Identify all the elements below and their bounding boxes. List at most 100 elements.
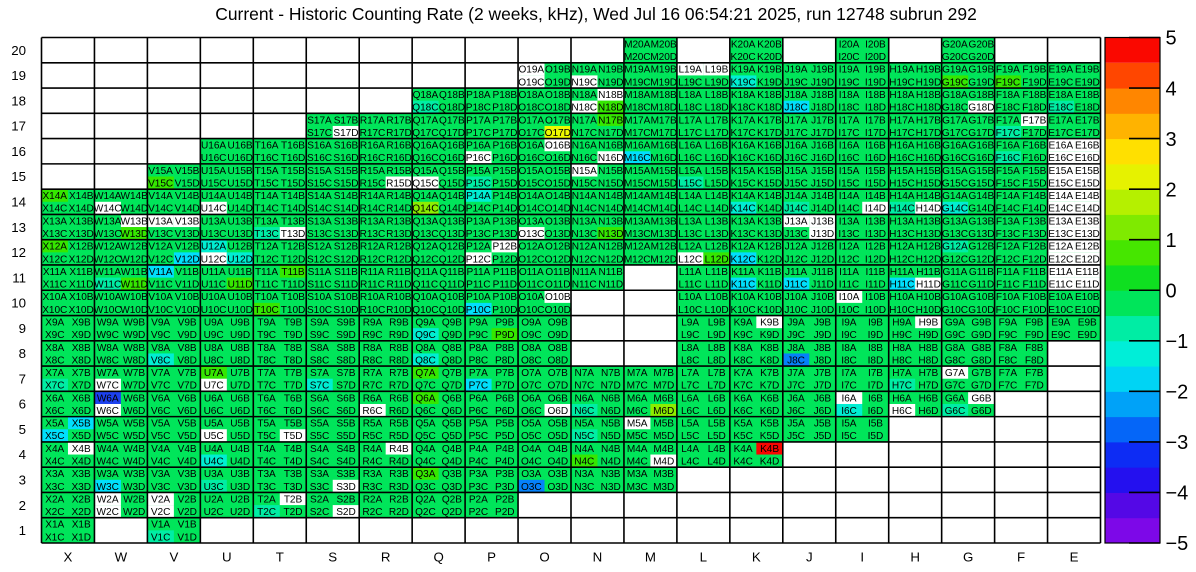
svg-text:J16A: J16A bbox=[785, 141, 808, 152]
svg-text:H9B: H9B bbox=[919, 317, 939, 328]
svg-text:W4B: W4B bbox=[123, 444, 145, 455]
svg-text:P10B: P10B bbox=[493, 292, 518, 303]
svg-text:U12A: U12A bbox=[201, 242, 226, 253]
svg-text:T7C: T7C bbox=[257, 381, 276, 392]
svg-text:M13B: M13B bbox=[651, 216, 677, 227]
svg-text:Q3D: Q3D bbox=[442, 482, 463, 493]
svg-text:J10C: J10C bbox=[784, 305, 807, 316]
svg-text:H13A: H13A bbox=[889, 216, 914, 227]
svg-text:G6D: G6D bbox=[971, 406, 992, 417]
svg-text:N16D: N16D bbox=[598, 153, 624, 164]
svg-text:I12D: I12D bbox=[865, 254, 886, 265]
svg-text:T6D: T6D bbox=[284, 406, 303, 417]
svg-text:V3C: V3C bbox=[151, 482, 171, 493]
svg-text:N3D: N3D bbox=[601, 482, 621, 493]
svg-text:L15A: L15A bbox=[678, 166, 702, 177]
svg-text:J16C: J16C bbox=[784, 153, 807, 164]
svg-text:Q15B: Q15B bbox=[439, 166, 465, 177]
svg-text:T5D: T5D bbox=[284, 431, 303, 442]
svg-text:O3D: O3D bbox=[547, 482, 568, 493]
svg-text:R12D: R12D bbox=[386, 254, 412, 265]
svg-text:N18A: N18A bbox=[572, 90, 597, 101]
svg-text:U16C: U16C bbox=[201, 153, 227, 164]
svg-text:S6D: S6D bbox=[336, 406, 356, 417]
svg-text:H14D: H14D bbox=[916, 204, 942, 215]
svg-text:F17B: F17B bbox=[1022, 115, 1046, 126]
svg-text:I18C: I18C bbox=[838, 103, 859, 114]
svg-text:S8D: S8D bbox=[336, 355, 356, 366]
svg-text:V9D: V9D bbox=[177, 330, 197, 341]
svg-text:F8A: F8A bbox=[999, 343, 1018, 354]
svg-text:U11D: U11D bbox=[228, 280, 253, 291]
svg-text:L12B: L12B bbox=[705, 242, 729, 253]
svg-text:W11C: W11C bbox=[94, 280, 121, 291]
svg-text:O11D: O11D bbox=[545, 280, 570, 291]
svg-text:Q8C: Q8C bbox=[415, 355, 436, 366]
svg-text:J13B: J13B bbox=[811, 216, 834, 227]
svg-text:U6B: U6B bbox=[230, 393, 250, 404]
svg-text:E19A: E19A bbox=[1049, 65, 1074, 76]
svg-text:F14B: F14B bbox=[1022, 191, 1046, 202]
svg-text:H15A: H15A bbox=[889, 166, 914, 177]
svg-text:Q7B: Q7B bbox=[442, 368, 462, 379]
svg-text:N19B: N19B bbox=[598, 65, 623, 76]
svg-text:T10A: T10A bbox=[255, 292, 279, 303]
svg-text:H: H bbox=[910, 550, 920, 565]
svg-text:W4D: W4D bbox=[123, 456, 145, 467]
svg-text:T6B: T6B bbox=[284, 393, 303, 404]
svg-text:W13C: W13C bbox=[94, 229, 122, 240]
svg-text:I6C: I6C bbox=[841, 406, 857, 417]
svg-text:S10B: S10B bbox=[334, 292, 359, 303]
svg-text:O8C: O8C bbox=[521, 355, 542, 366]
svg-text:S15C: S15C bbox=[307, 178, 332, 189]
svg-text:U13C: U13C bbox=[201, 229, 227, 240]
svg-text:U2C: U2C bbox=[204, 507, 224, 518]
svg-text:N17C: N17C bbox=[571, 128, 597, 139]
svg-text:L8D: L8D bbox=[707, 355, 725, 366]
svg-text:N15D: N15D bbox=[598, 178, 624, 189]
svg-text:E9B: E9B bbox=[1078, 317, 1097, 328]
svg-text:L10B: L10B bbox=[705, 292, 729, 303]
svg-text:Current - Historic Counting Ra: Current - Historic Counting Rate (2 week… bbox=[215, 4, 977, 24]
svg-text:S14C: S14C bbox=[307, 204, 332, 215]
svg-text:E15D: E15D bbox=[1075, 178, 1100, 189]
svg-text:16: 16 bbox=[11, 144, 26, 159]
svg-text:K4D: K4D bbox=[760, 456, 780, 467]
svg-text:X2D: X2D bbox=[71, 507, 91, 518]
svg-text:F18D: F18D bbox=[1022, 103, 1046, 114]
svg-text:M6D: M6D bbox=[653, 406, 674, 417]
svg-text:H9C: H9C bbox=[892, 330, 912, 341]
svg-text:4: 4 bbox=[1166, 78, 1177, 100]
svg-text:K9D: K9D bbox=[760, 330, 780, 341]
svg-text:F16C: F16C bbox=[996, 153, 1020, 164]
svg-text:F10D: F10D bbox=[1022, 305, 1046, 316]
svg-text:S3A: S3A bbox=[310, 469, 329, 480]
svg-text:F19A: F19A bbox=[996, 65, 1020, 76]
svg-text:X4D: X4D bbox=[71, 456, 91, 467]
svg-text:I19C: I19C bbox=[838, 77, 859, 88]
svg-text:L17B: L17B bbox=[705, 115, 729, 126]
svg-text:S2B: S2B bbox=[336, 494, 355, 505]
svg-text:M12A: M12A bbox=[624, 242, 650, 253]
svg-text:K10D: K10D bbox=[757, 305, 782, 316]
svg-text:J17C: J17C bbox=[784, 128, 807, 139]
svg-text:L16C: L16C bbox=[678, 153, 702, 164]
svg-text:J13C: J13C bbox=[784, 229, 807, 240]
svg-text:T6C: T6C bbox=[257, 406, 276, 417]
svg-text:P17B: P17B bbox=[493, 115, 518, 126]
svg-text:H6D: H6D bbox=[918, 406, 938, 417]
svg-text:S17B: S17B bbox=[334, 115, 359, 126]
svg-text:G19C: G19C bbox=[942, 77, 968, 88]
svg-text:R13B: R13B bbox=[386, 216, 411, 227]
svg-text:I15B: I15B bbox=[865, 166, 886, 177]
svg-text:O16A: O16A bbox=[518, 141, 544, 152]
svg-text:15: 15 bbox=[11, 169, 26, 184]
svg-text:V10D: V10D bbox=[175, 305, 200, 316]
svg-text:K5D: K5D bbox=[760, 431, 780, 442]
svg-text:5: 5 bbox=[19, 422, 26, 437]
svg-text:S16A: S16A bbox=[307, 141, 332, 152]
svg-text:P2A: P2A bbox=[469, 494, 488, 505]
svg-text:U5B: U5B bbox=[230, 419, 250, 430]
svg-text:U: U bbox=[222, 550, 232, 565]
svg-text:H18A: H18A bbox=[889, 90, 914, 101]
